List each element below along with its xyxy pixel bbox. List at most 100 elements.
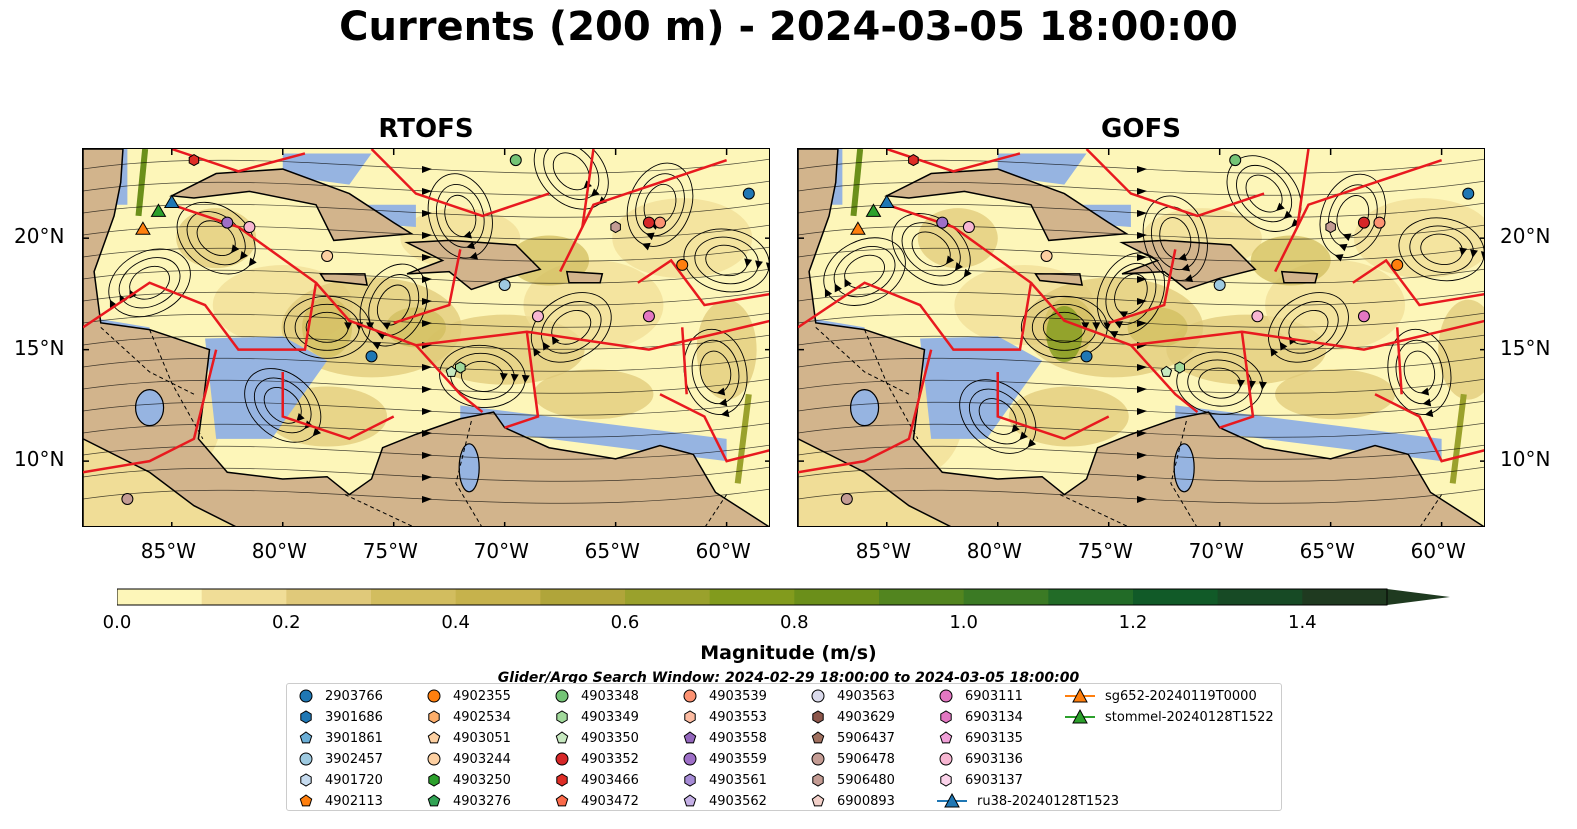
legend-item: 4903348: [551, 686, 639, 706]
map-gofs-canvas: [798, 149, 1484, 526]
legend-marker-icon: [299, 752, 313, 766]
legend-item: 4903244: [423, 749, 511, 769]
colorbar-segment: [879, 589, 965, 605]
glider-marker: [163, 194, 180, 209]
legend-label: 4903558: [709, 730, 767, 746]
legend-label: 4903539: [709, 688, 767, 704]
legend-marker: [299, 752, 313, 766]
land-mass: [884, 168, 1129, 242]
legend: 2903766 3901686 3901861 3902457 4901720 49021…: [286, 683, 1282, 811]
legend-marker: [940, 710, 952, 724]
legend-item: 6903136: [935, 749, 1023, 769]
eddy-core: [1046, 306, 1083, 363]
map-gofs[interactable]: [797, 148, 1485, 527]
legend-item: 4903349: [551, 707, 639, 727]
glider-marker: [135, 221, 151, 235]
legend-item: 4903562: [679, 791, 767, 811]
legend-item: 2903766: [295, 686, 383, 706]
legend-item: 4903352: [551, 749, 639, 769]
glider-marker: [850, 221, 866, 235]
current-magnitude-patch: [917, 208, 998, 269]
legend-marker: [684, 710, 696, 724]
legend-item: 6903134: [935, 707, 1023, 727]
land-mass: [319, 273, 369, 286]
legend-marker-icon: [299, 689, 313, 703]
map-rtofs-canvas: [83, 149, 769, 526]
shallow-water: [920, 336, 1043, 439]
legend-label: 4903629: [837, 709, 895, 725]
country-border: [100, 326, 195, 395]
current-magnitude-patch: [176, 208, 257, 269]
legend-item: 4903472: [551, 791, 639, 811]
argo-float-5906480: [1325, 220, 1336, 234]
legend-label: 4903244: [453, 751, 511, 767]
legend-marker: [811, 731, 825, 744]
argo-float-4903350: [1160, 365, 1173, 377]
legend-marker: [299, 794, 313, 807]
legend-label: 2903766: [325, 688, 383, 704]
argo-float-2903766: [1462, 187, 1475, 200]
legend-item: 4902113: [295, 791, 383, 811]
lon-tick-label: 85°W: [140, 539, 196, 563]
legend-label: 4903276: [453, 793, 511, 809]
argo-float-4903352: [642, 216, 655, 229]
lon-tick-label: 70°W: [473, 539, 529, 563]
lat-tick-label: 10°N: [14, 447, 65, 472]
legend-item: 3901861: [295, 728, 383, 748]
colorbar-segment: [286, 589, 372, 605]
yucatan-current: [135, 149, 149, 217]
argo-float-5906478: [840, 493, 853, 506]
legend-label: sg652-20240119T0000: [1105, 688, 1257, 704]
legend-marker-icon: [300, 773, 312, 787]
argo-float-2903766: [742, 187, 755, 200]
panel-title-rtofs: RTOFS: [378, 114, 474, 144]
colorbar-segment: [794, 589, 880, 605]
lon-tick-label: 85°W: [855, 539, 911, 563]
legend-marker-icon: [428, 773, 440, 787]
legend-marker: [299, 689, 313, 703]
country-border: [1059, 494, 1128, 526]
country-border: [344, 494, 413, 526]
legend-item: 4902355: [423, 686, 511, 706]
shallow-water: [205, 336, 328, 439]
legend-label: 4903349: [581, 709, 639, 725]
legend-item: 6900893: [807, 791, 895, 811]
current-magnitude-patch: [696, 299, 757, 400]
legend-label: 6903111: [965, 688, 1023, 704]
legend-item: 6903135: [935, 728, 1023, 748]
colorbar-segment: [540, 589, 626, 605]
legend-label: 5906478: [837, 751, 895, 767]
legend-marker-icon: [940, 710, 952, 724]
legend-marker-icon: [556, 773, 568, 787]
argo-float-3902457: [498, 278, 511, 291]
land-mass: [1119, 239, 1257, 291]
map-rtofs[interactable]: [82, 148, 770, 527]
legend-marker: [300, 773, 312, 787]
legend-item: 6903111: [935, 686, 1023, 706]
legend-marker: [555, 731, 569, 744]
eez-boundaries: [798, 149, 1484, 474]
legend-item: 5906480: [807, 770, 895, 790]
colorbar-segment: [117, 589, 203, 605]
legend-label: ru38-20240128T1523: [977, 793, 1120, 809]
land-mass: [565, 270, 604, 284]
legend-label: 4903563: [837, 688, 895, 704]
legend-marker: [939, 731, 953, 744]
argo-float-4903466: [908, 154, 919, 167]
legend-item: 4903563: [807, 686, 895, 706]
glider-marker: [865, 203, 882, 217]
argo-float-4903559: [936, 216, 949, 229]
argo-float-4903559: [221, 216, 234, 229]
legend-marker: [939, 689, 953, 703]
legend-marker-icon: [427, 689, 441, 703]
legend-marker: [555, 794, 569, 807]
figure-title: Currents (200 m) - 2024-03-05 18:00:00: [339, 4, 1238, 50]
country-border: [864, 329, 919, 440]
legend-marker-icon: [300, 710, 312, 724]
legend-item: 4903553: [679, 707, 767, 727]
legend-marker-icon: [937, 792, 967, 808]
legend-label: 4902534: [453, 709, 511, 725]
legend-marker: [812, 773, 824, 787]
lat-tick-label: 15°N: [14, 335, 65, 360]
lon-tick-label: 80°W: [251, 539, 307, 563]
